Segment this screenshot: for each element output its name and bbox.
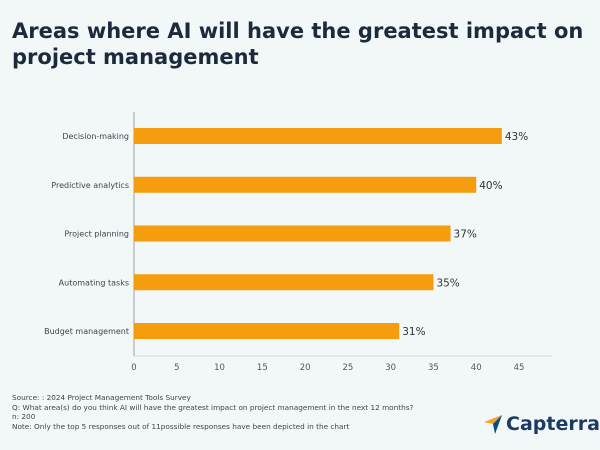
bar [134,225,451,242]
bar [134,274,434,291]
bar [134,176,477,193]
note-text: Note: Only the top 5 responses out of 11… [12,421,350,431]
capterra-logo-icon [484,415,502,434]
bar [134,323,400,339]
x-tick-label: 40 [471,363,482,373]
x-tick-label: 45 [514,363,525,373]
data-label: 35% [436,277,459,289]
x-tick-label: 15 [257,363,268,373]
category-label: Automating tasks [59,278,129,287]
source-text: Source: : 2024 Project Management Tools … [12,393,191,402]
category-label: Project planning [64,230,129,239]
x-tick-label: 0 [131,363,136,373]
x-tick-label: 30 [385,363,396,373]
chart-title: Areas where AI will have the greatest im… [12,19,584,69]
question-text: Q: What area(s) do you think AI will hav… [12,402,414,412]
footer-notes: Source: : 2024 Project Management Tools … [12,393,413,431]
x-tick-label: 35 [428,363,439,373]
x-tick-label: 25 [342,363,353,373]
sample-size-text: n: 200 [12,412,36,422]
x-tick-label: 20 [300,363,311,373]
data-label: 37% [454,229,477,241]
bar [134,128,502,144]
data-label: 40% [479,180,502,192]
category-label: Predictive analytics [51,181,129,190]
x-tick-label: 5 [174,363,179,373]
category-label: Budget management [44,327,129,336]
data-label: 43% [505,131,528,143]
capterra-logo: Capterra [484,413,600,435]
x-tick-label: 10 [214,363,225,373]
data-label: 31% [402,326,425,338]
category-label: Decision-making [62,132,129,141]
capterra-logo-text: Capterra [506,413,600,435]
